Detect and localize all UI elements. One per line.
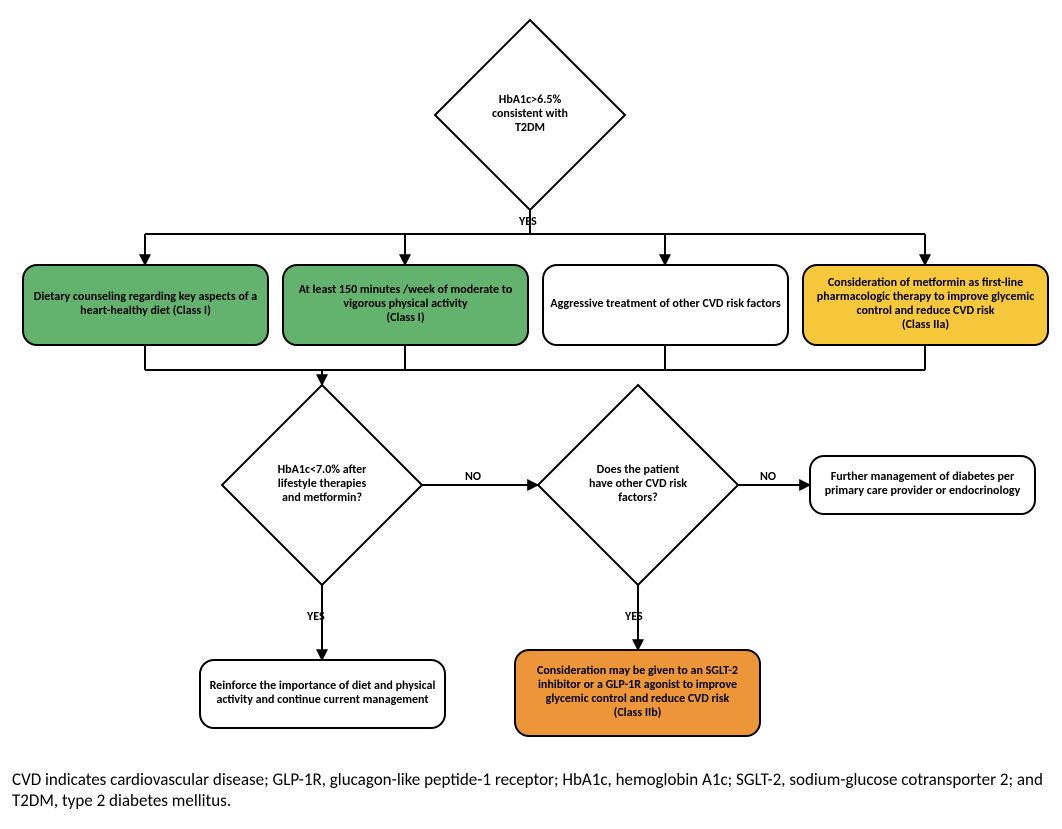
node-r3-text: Aggressive treatment of other CVD risk f…: [549, 267, 782, 343]
flowchart-canvas: HbA1c>6.5% consistent with T2DM Dietary c…: [0, 0, 1062, 829]
label-l2: NO: [465, 470, 481, 484]
node-r1-text: Dietary counseling regarding key aspects…: [29, 267, 262, 343]
label-l4: YES: [307, 610, 325, 624]
node-r5-text: Further management of diabetes per prima…: [816, 458, 1029, 512]
caption-text: CVD indicates cardiovascular disease; GL…: [12, 769, 1050, 812]
node-r2-text: At least 150 minutes /week of moderate t…: [289, 267, 522, 343]
label-l3: NO: [760, 470, 776, 484]
node-r7-text: Consideration may be given to an SGLT-2 …: [521, 652, 754, 734]
node-r6-text: Reinforce the importance of diet and phy…: [206, 662, 439, 726]
node-d1-text: HbA1c>6.5% consistent with T2DM: [480, 65, 580, 165]
label-l1: YES: [519, 215, 537, 229]
node-d3-text: Does the patient have other CVD risk fac…: [586, 433, 691, 538]
node-d2-text: HbA1c<7.0% after lifestyle therapies and…: [270, 433, 375, 538]
node-r4-text: Consideration of metformin as first-line…: [809, 267, 1042, 343]
label-l5: YES: [625, 610, 643, 624]
